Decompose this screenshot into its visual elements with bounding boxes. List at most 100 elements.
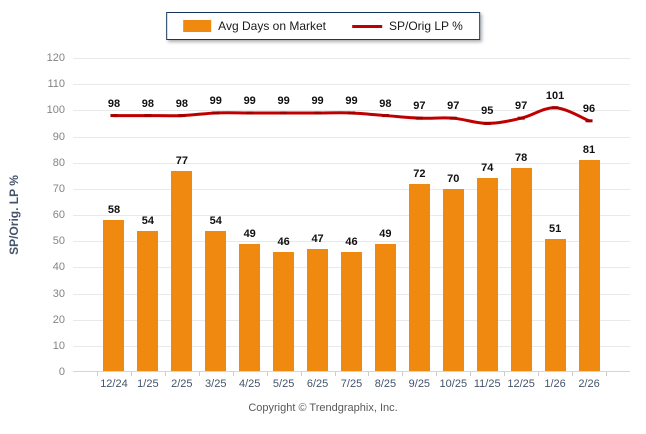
bar-value-label: 54 bbox=[209, 214, 222, 227]
gridline bbox=[73, 162, 630, 164]
x-tick-mark bbox=[368, 372, 370, 376]
bar-value-label: 46 bbox=[277, 235, 290, 248]
legend: Avg Days on Market SP/Orig LP % bbox=[166, 12, 480, 40]
x-tick-mark bbox=[232, 372, 234, 376]
bar-value-label: 81 bbox=[582, 144, 596, 157]
line-value-label: 98 bbox=[141, 97, 155, 110]
x-axis-label: 12/24 bbox=[100, 378, 128, 390]
bar bbox=[408, 183, 430, 372]
y-tick-label: 40 bbox=[52, 261, 65, 274]
bar-value-label: 58 bbox=[107, 204, 121, 217]
line-value-label: 96 bbox=[582, 102, 596, 115]
y-tick-label: 110 bbox=[47, 78, 65, 91]
bar bbox=[341, 251, 362, 372]
y-tick-label: 30 bbox=[52, 287, 65, 300]
bar bbox=[307, 249, 329, 372]
x-axis-label: 1/26 bbox=[544, 378, 566, 390]
y-tick-label: 60 bbox=[52, 209, 65, 221]
x-tick-mark bbox=[538, 372, 540, 376]
bar bbox=[510, 167, 532, 372]
bar-value-label: 70 bbox=[447, 172, 460, 185]
line-value-label: 98 bbox=[175, 97, 188, 110]
y-tick-label: 90 bbox=[52, 130, 65, 143]
x-tick-mark bbox=[504, 372, 506, 376]
x-tick-mark bbox=[572, 372, 574, 376]
gridline bbox=[73, 58, 630, 59]
x-axis-label: 1/25 bbox=[137, 378, 159, 390]
bar bbox=[171, 170, 193, 372]
line-value-label: 99 bbox=[209, 94, 222, 107]
x-tick-mark bbox=[198, 372, 200, 376]
y-tick-label: 50 bbox=[52, 235, 65, 248]
y-tick-label: 120 bbox=[46, 52, 65, 64]
x-tick-mark bbox=[402, 372, 404, 376]
x-axis-label: 2/25 bbox=[171, 378, 193, 390]
bar bbox=[442, 188, 464, 372]
gridline bbox=[73, 188, 630, 190]
x-tick-mark bbox=[300, 372, 302, 376]
y-tick-label: 0 bbox=[58, 366, 65, 378]
x-tick-mark bbox=[97, 372, 98, 376]
x-axis-label: 12/25 bbox=[507, 378, 535, 390]
y-tick-label: 20 bbox=[52, 313, 65, 326]
bar-value-label: 49 bbox=[243, 227, 256, 240]
line-value-label: 98 bbox=[107, 97, 121, 110]
bar-value-label: 74 bbox=[481, 162, 494, 175]
x-axis-label: 2/26 bbox=[578, 378, 600, 390]
bar-value-label: 72 bbox=[413, 167, 426, 180]
bar-value-label: 46 bbox=[345, 235, 358, 248]
bar-swatch-icon bbox=[183, 20, 212, 32]
x-tick-mark bbox=[334, 372, 336, 376]
y-tick-label: 100 bbox=[46, 104, 65, 117]
line-value-label: 98 bbox=[379, 97, 392, 110]
legend-label-sp-orig-lp: SP/Orig LP % bbox=[389, 19, 463, 33]
legend-item-avg-days: Avg Days on Market bbox=[183, 19, 326, 33]
x-axis-baseline bbox=[73, 371, 630, 372]
y-axis-title: SP/Orig. LP % bbox=[7, 175, 21, 255]
gridline bbox=[73, 84, 630, 86]
x-tick-mark bbox=[436, 372, 438, 376]
line-swatch-icon bbox=[352, 24, 383, 28]
y-tick-label: 10 bbox=[52, 339, 65, 352]
bar bbox=[544, 238, 566, 372]
y-tick-label: 70 bbox=[52, 182, 65, 195]
bar bbox=[205, 230, 227, 372]
bar-value-label: 78 bbox=[515, 151, 528, 164]
x-axis-label: 5/25 bbox=[272, 378, 295, 390]
bar-value-label: 54 bbox=[141, 214, 155, 227]
x-axis-label: 10/25 bbox=[439, 378, 468, 390]
x-tick-mark bbox=[266, 372, 268, 376]
line-value-label: 99 bbox=[311, 94, 324, 107]
gridline bbox=[73, 110, 630, 112]
bar-value-label: 47 bbox=[311, 233, 324, 246]
line-value-label: 99 bbox=[243, 94, 256, 107]
gridline bbox=[73, 215, 630, 216]
bar bbox=[103, 220, 125, 372]
bar bbox=[476, 178, 498, 372]
line-value-label: 97 bbox=[515, 100, 528, 113]
legend-label-avg-days: Avg Days on Market bbox=[218, 19, 327, 33]
line-value-label: 101 bbox=[545, 89, 565, 102]
line-value-label: 97 bbox=[447, 100, 460, 113]
y-tick-label: 80 bbox=[52, 156, 65, 169]
x-axis-label: 11/25 bbox=[473, 378, 501, 390]
line-value-label: 99 bbox=[345, 94, 358, 107]
x-axis-label: 4/25 bbox=[238, 378, 261, 390]
plot-area: 0 10 20 30 40 50 60 70 80 90 100 110 120 12/24 1/25 2/… bbox=[47, 52, 630, 390]
bar-value-label: 51 bbox=[548, 222, 562, 235]
x-tick-mark bbox=[606, 372, 607, 376]
x-axis-label: 6/25 bbox=[306, 378, 329, 390]
x-axis-label: 3/25 bbox=[205, 378, 227, 390]
x-axis-label: 8/25 bbox=[374, 378, 397, 390]
bar bbox=[239, 243, 261, 372]
bar-value-label: 77 bbox=[175, 154, 188, 167]
line-value-label: 95 bbox=[481, 105, 494, 118]
x-tick-mark bbox=[164, 372, 166, 376]
gridline bbox=[73, 241, 630, 243]
x-tick-mark bbox=[130, 372, 132, 376]
line-value-label: 99 bbox=[277, 94, 290, 107]
gridline bbox=[73, 136, 630, 138]
line-value-label: 97 bbox=[413, 100, 426, 113]
footer-text: Copyright © Trendgraphix, Inc. bbox=[248, 402, 398, 414]
x-axis-label: 7/25 bbox=[340, 378, 363, 390]
